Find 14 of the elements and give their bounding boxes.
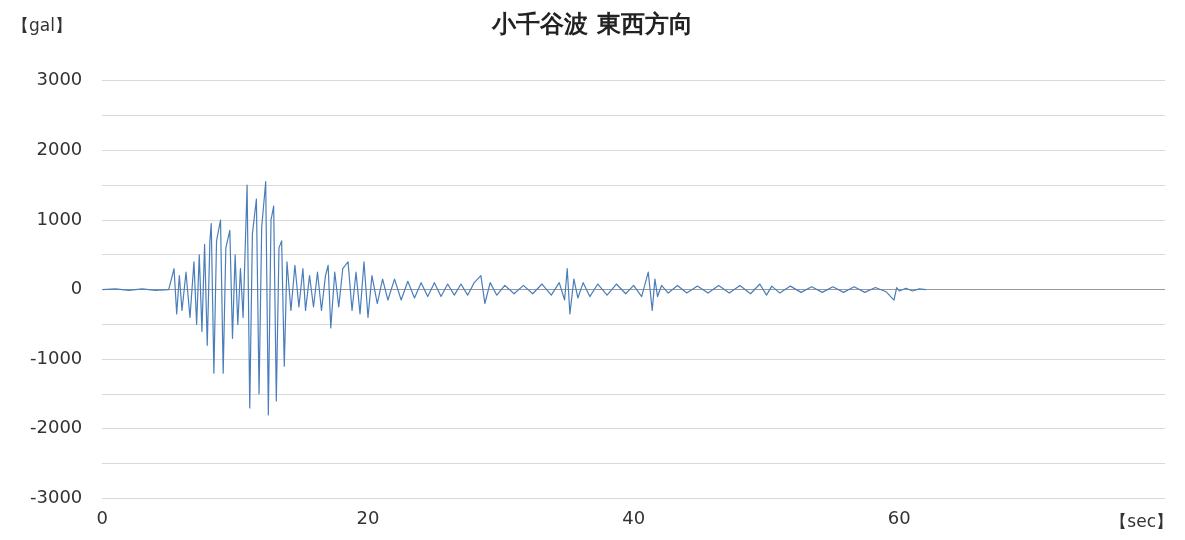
y-axis-title: 【gal】 <box>12 14 72 37</box>
x-tick-label: 0 <box>96 506 109 528</box>
y-tick-label: -2000 <box>29 416 83 438</box>
y-tick-label: -3000 <box>29 486 83 508</box>
y-tick-label: 2000 <box>36 138 83 160</box>
x-tick-label: 40 <box>622 506 646 528</box>
y-tick-label: 3000 <box>36 68 83 90</box>
x-tick-label: 20 <box>356 506 380 528</box>
y-tick-label: 1000 <box>36 207 83 229</box>
y-tick-label: -1000 <box>29 346 83 368</box>
x-tick-label: 60 <box>887 506 911 528</box>
chart-title: 小千谷波 東西方向 <box>492 10 693 38</box>
x-axis-title: 【sec】 <box>1110 510 1173 533</box>
y-tick-label: 0 <box>70 277 83 299</box>
